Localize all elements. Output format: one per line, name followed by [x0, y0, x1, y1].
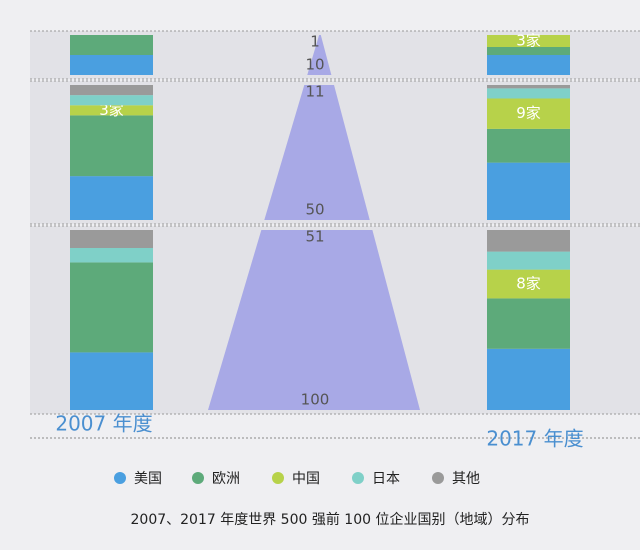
bar-segment — [487, 35, 570, 47]
data-label: 8家 — [516, 275, 541, 293]
bar-segment — [487, 128, 570, 163]
legend-label: 其他 — [452, 471, 480, 487]
bar-segment — [70, 176, 153, 220]
legend-label: 欧洲 — [212, 471, 240, 487]
bar-segment — [70, 262, 153, 353]
bar-segment — [487, 85, 570, 89]
bar-segment — [70, 35, 153, 55]
bar-segment — [487, 298, 570, 349]
bar-segment — [487, 251, 570, 270]
legend-label: 日本 — [372, 471, 400, 487]
data-label: 9家 — [516, 104, 541, 122]
legend: 美国 欧洲 中国 日本 其他 — [114, 471, 480, 487]
legend-swatch — [114, 472, 126, 484]
year-label: 2007 年度 — [55, 412, 152, 436]
data-label: 3家 — [516, 32, 541, 50]
legend-swatch — [272, 472, 284, 484]
bar-segment — [70, 352, 153, 410]
bar-segment — [70, 55, 153, 75]
bar-segment — [70, 105, 153, 116]
legend-label: 美国 — [134, 471, 162, 487]
chart-title: 2007、2017 年度世界 500 强前 100 位企业国别（地域）分布 — [131, 511, 530, 528]
legend-swatch — [432, 472, 444, 484]
bar-segment — [70, 248, 153, 263]
legend-label: 中国 — [292, 471, 320, 487]
bar-segment — [70, 85, 153, 96]
rank-label: 11 — [305, 83, 324, 101]
rank-label: 1 — [310, 33, 320, 51]
legend-swatch — [192, 472, 204, 484]
bar-segment — [487, 88, 570, 99]
bar-segment — [487, 47, 570, 55]
rank-label: 51 — [305, 228, 324, 246]
bar-segment — [487, 269, 570, 299]
bar-segment — [487, 55, 570, 75]
panels: 1 10 3家 11 50 3家 9家 51 100 8家 — [30, 30, 640, 415]
bar-segment — [487, 348, 570, 410]
data-label: 3家 — [99, 101, 124, 119]
bar-segment — [70, 230, 153, 248]
year-label: 2017 年度 — [486, 427, 583, 451]
rank-label: 50 — [305, 201, 324, 219]
bar-segment — [70, 95, 153, 106]
legend-swatch — [352, 472, 364, 484]
rank-label: 10 — [305, 56, 324, 74]
bar-segment — [487, 162, 570, 220]
bar-segment — [487, 230, 570, 252]
rank-label: 100 — [301, 391, 330, 409]
bar-segment — [70, 115, 153, 177]
bar-segment — [487, 98, 570, 129]
